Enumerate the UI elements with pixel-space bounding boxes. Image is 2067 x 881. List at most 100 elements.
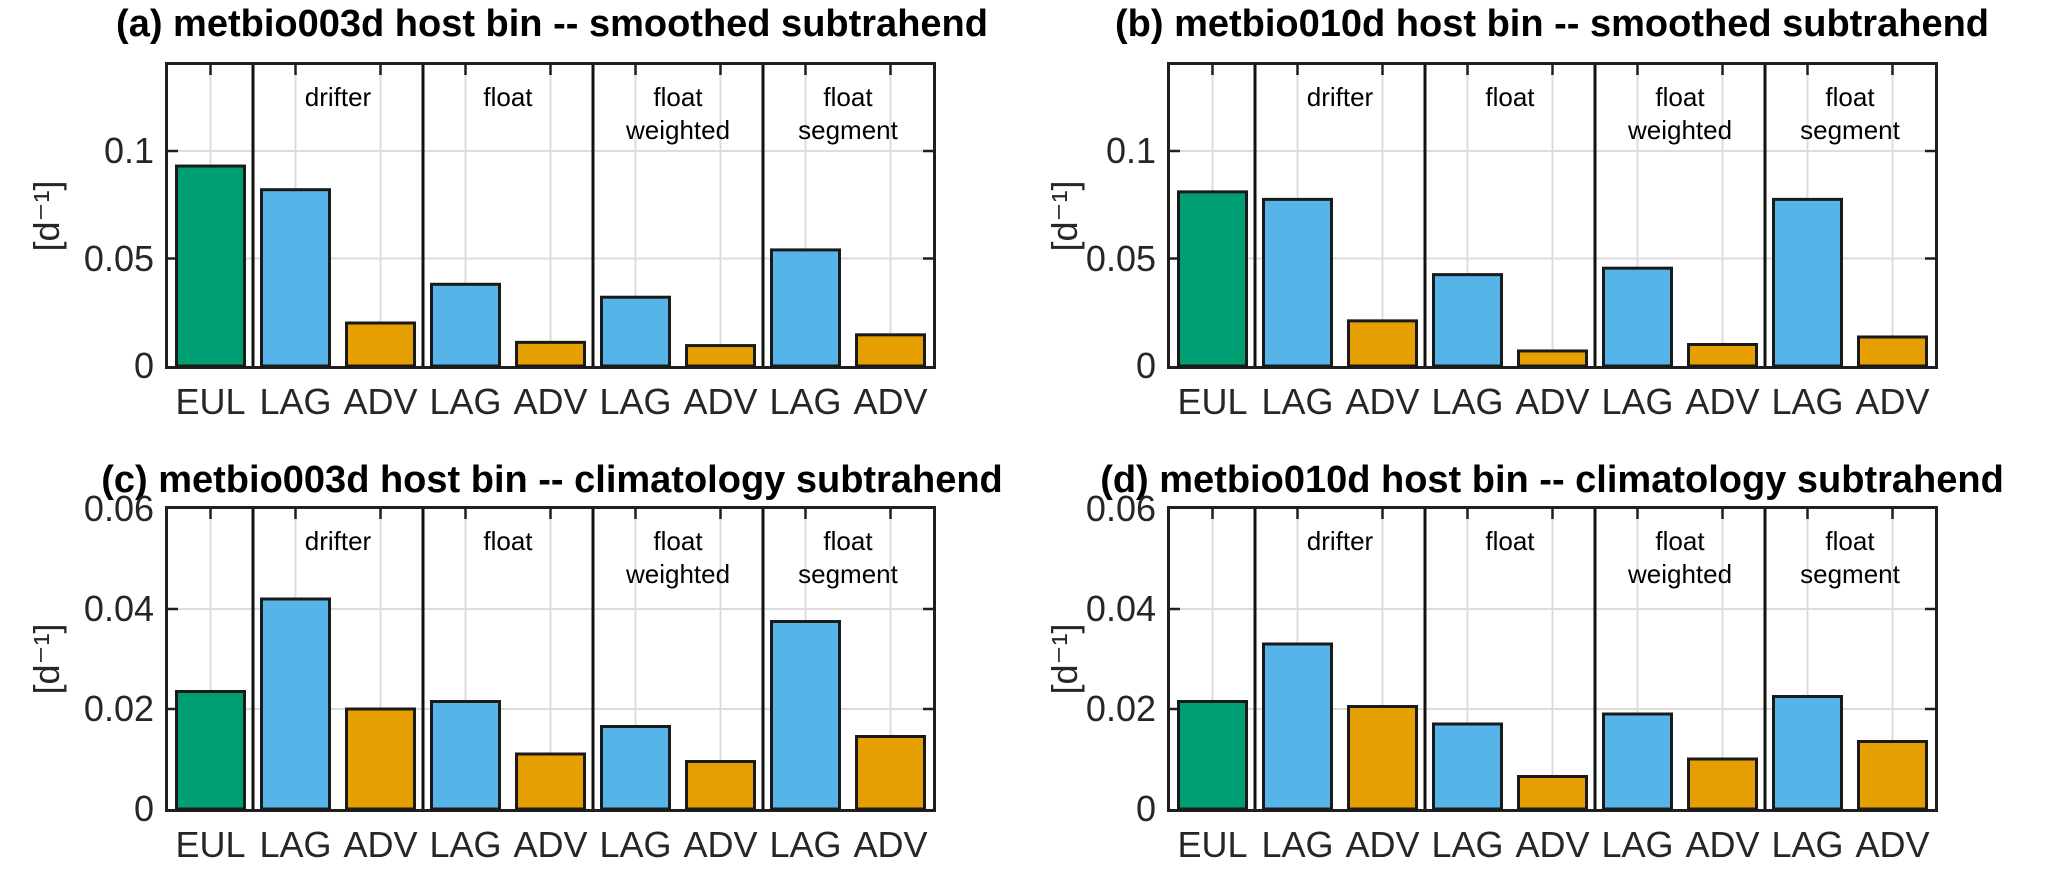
y-tick-label: 0.02 — [83, 688, 154, 729]
bar-a-7-adv — [685, 344, 756, 368]
x-tick-label: ADV — [853, 824, 928, 865]
bar-c-9-adv — [855, 735, 926, 811]
section-label: drifter — [1307, 81, 1373, 114]
x-tick-label: ADV — [683, 824, 758, 865]
section-label-line: weighted — [625, 559, 731, 589]
bar-a-3-adv — [345, 321, 416, 368]
x-tick-label: ADV — [1515, 381, 1590, 422]
section-label: float weighted — [626, 525, 730, 591]
x-tick-label: LAG — [259, 824, 332, 865]
x-tick-label: ADV — [1685, 381, 1760, 422]
panel-d-bar-chart — [1170, 509, 1935, 811]
y-tick-label: 0.04 — [1085, 588, 1156, 629]
y-tick-label: 0.1 — [1105, 130, 1156, 171]
section-label-line: segment — [1800, 559, 1900, 589]
bar-a-1-eul — [175, 164, 246, 368]
x-tick-label: ADV — [683, 381, 758, 422]
section-label-line: float — [823, 82, 873, 112]
section-label-line: drifter — [1306, 82, 1374, 112]
x-tick-label: EUL — [1177, 381, 1248, 422]
x-tick-label: ADV — [1855, 381, 1930, 422]
y-tick-label: 0.06 — [83, 488, 154, 529]
section-label: float weighted — [626, 81, 730, 147]
x-tick-label: EUL — [1177, 824, 1248, 865]
bar-c-3-adv — [345, 707, 416, 811]
x-tick-label: LAG — [259, 381, 332, 422]
panel-a: (a) metbio003d host bin -- smoothed subt… — [0, 0, 1033, 440]
bar-b-1-eul — [1177, 190, 1248, 368]
panel-a-title: (a) metbio003d host bin -- smoothed subt… — [116, 3, 988, 45]
bar-b-3-adv — [1347, 319, 1418, 368]
bar-b-7-adv — [1687, 343, 1758, 368]
x-tick-label: ADV — [343, 381, 418, 422]
section-label: float weighted — [1628, 81, 1732, 147]
bar-d-2-lag — [1262, 642, 1333, 811]
x-tick-label: LAG — [1431, 381, 1504, 422]
x-tick-label: ADV — [853, 381, 928, 422]
section-label-line: float — [1655, 82, 1705, 112]
y-tick-label: 0.02 — [1085, 688, 1156, 729]
x-tick-label: LAG — [1431, 824, 1504, 865]
section-label: float — [483, 81, 532, 114]
bar-b-4-lag — [1432, 273, 1503, 368]
section-label-line: float — [1485, 526, 1535, 556]
x-tick-label: LAG — [1601, 824, 1674, 865]
panel-a-y-axis-label: [d⁻¹] — [26, 180, 67, 252]
x-tick-label: LAG — [1261, 824, 1334, 865]
x-tick-label: ADV — [513, 381, 588, 422]
panel-a-plot-box: drifter float float weighted float segment 0 0.… — [84, 62, 936, 420]
bar-d-4-lag — [1432, 722, 1503, 811]
section-label-line: weighted — [1627, 115, 1733, 145]
bar-d-8-lag — [1772, 695, 1843, 811]
bar-b-6-lag — [1602, 266, 1673, 368]
x-tick-label: LAG — [1261, 381, 1334, 422]
bar-b-8-lag — [1772, 197, 1843, 368]
section-label: drifter — [1307, 525, 1373, 558]
bar-a-2-lag — [260, 188, 331, 368]
bar-c-5-adv — [515, 752, 586, 811]
bar-c-1-eul — [175, 690, 246, 811]
panel-b-plot-box: drifter float float weighted float segment 0 0.… — [1086, 62, 1938, 420]
section-label: float — [483, 525, 532, 558]
panel-b-bar-chart — [1170, 65, 1935, 368]
bar-d-7-adv — [1687, 757, 1758, 811]
section-label-line: segment — [798, 115, 898, 145]
section-label: float segment — [798, 81, 898, 147]
section-label-line: weighted — [1627, 559, 1733, 589]
panel-a-bar-chart — [168, 65, 933, 368]
section-label-line: float — [1825, 526, 1875, 556]
section-label-line: float — [653, 82, 703, 112]
x-tick-label: ADV — [1345, 824, 1420, 865]
section-label: float — [1485, 81, 1534, 114]
y-tick-label: 0 — [133, 345, 154, 386]
x-tick-label: LAG — [599, 381, 672, 422]
bar-c-8-lag — [770, 620, 841, 811]
y-tick-label: 0.06 — [1085, 488, 1156, 529]
x-tick-label: ADV — [513, 824, 588, 865]
panel-c-bar-chart — [168, 509, 933, 811]
x-tick-label: EUL — [175, 381, 246, 422]
bar-c-2-lag — [260, 597, 331, 811]
y-tick-label: 0.05 — [1085, 237, 1156, 279]
bar-a-5-adv — [515, 340, 586, 368]
panel-b: (b) metbio010d host bin -- smoothed subt… — [1034, 0, 2067, 440]
section-label-line: float — [483, 82, 533, 112]
section-label: float segment — [1800, 525, 1900, 591]
section-label-line: float — [823, 526, 873, 556]
bar-b-2-lag — [1262, 197, 1333, 368]
bar-a-8-lag — [770, 248, 841, 368]
x-tick-label: LAG — [1601, 381, 1674, 422]
y-tick-label: 0.04 — [83, 588, 154, 629]
x-tick-label: ADV — [1685, 824, 1760, 865]
panel-d: (d) metbio010d host bin -- climatology s… — [1034, 441, 2067, 881]
x-tick-label: LAG — [429, 381, 502, 422]
x-tick-label: LAG — [1771, 381, 1844, 422]
x-tick-label: ADV — [343, 824, 418, 865]
panel-b-y-axis-label: [d⁻¹] — [1044, 180, 1085, 252]
y-tick-label: 0.05 — [83, 237, 154, 279]
bar-a-9-adv — [855, 333, 926, 368]
bar-b-9-adv — [1857, 335, 1928, 368]
x-tick-label: ADV — [1855, 824, 1930, 865]
section-label-line: segment — [798, 559, 898, 589]
